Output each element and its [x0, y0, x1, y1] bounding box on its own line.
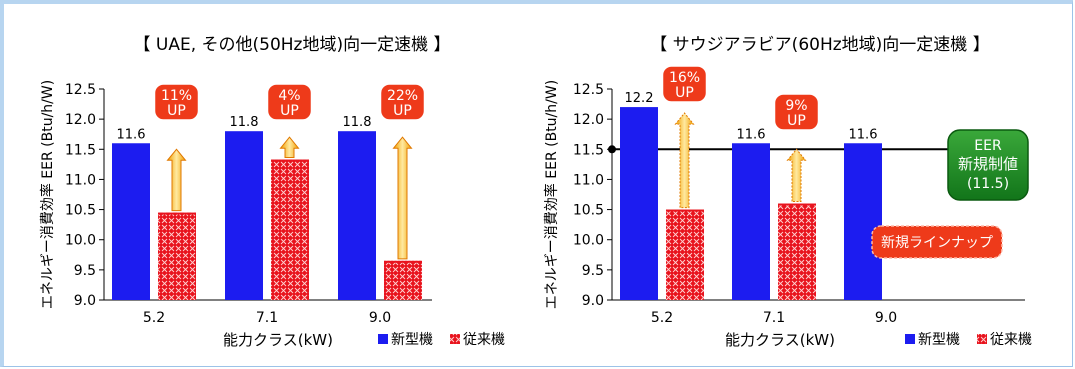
y-tick-label: 12.5 [65, 82, 96, 98]
y-tick-label: 9.5 [582, 263, 604, 279]
improvement-up: UP [787, 113, 806, 129]
improvement-percent: 9% [785, 98, 807, 114]
y-tick-label: 10.0 [573, 233, 604, 249]
bar-value-label: 12.2 [625, 91, 654, 106]
improvement-badge [153, 83, 200, 121]
chart-panel-50hz: 【 UAE, その他(50Hz地域)向一定速機 】エネルギー消費効率 EER (… [39, 35, 505, 349]
improvement-badge [266, 83, 313, 121]
legend-label-old-model: 従来機 [990, 332, 1032, 348]
legend-label-new-model: 新型機 [391, 332, 433, 348]
y-tick-label: 11.5 [573, 142, 604, 158]
y-tick-label: 11.0 [573, 172, 604, 188]
regulation-callout-line1: EER [974, 138, 1002, 154]
improvement-percent: 16% [669, 70, 700, 86]
improvement-percent: 22% [387, 88, 418, 104]
improvement-percent: 4% [278, 88, 300, 104]
y-tick-label: 12.5 [573, 82, 604, 98]
legend-label-new-model: 新型機 [918, 332, 960, 348]
x-tick-label: 9.0 [369, 310, 391, 326]
bar-new-model [112, 143, 150, 300]
bar-value-label: 11.6 [117, 127, 146, 142]
y-tick-label: 12.0 [573, 112, 604, 128]
x-axis-label: 能力クラス(kW) [725, 331, 835, 349]
improvement-up: UP [393, 103, 412, 119]
y-tick-label: 9.0 [582, 293, 604, 309]
x-tick-label: 5.2 [143, 310, 165, 326]
bar-old-model [778, 203, 816, 300]
y-tick-label: 11.0 [65, 172, 96, 188]
improvement-arrow [279, 136, 300, 159]
y-tick-label: 9.0 [74, 293, 96, 309]
bar-old-model [666, 209, 704, 300]
improvement-badge [379, 83, 426, 121]
reference-line-dot [608, 145, 616, 154]
improvement-badge [773, 93, 820, 131]
improvement-arrow [166, 148, 187, 212]
chart-panel-60hz: 【 サウジアラビア(60Hz地域)向一定速機 】エネルギー消費効率 EER (B… [543, 35, 1032, 349]
legend-swatch-old-model [977, 334, 987, 344]
bar-new-model [844, 143, 882, 300]
y-tick-label: 10.0 [65, 233, 96, 249]
x-tick-label: 7.1 [763, 310, 785, 326]
x-axis-label: 能力クラス(kW) [223, 331, 333, 349]
improvement-arrow [392, 136, 413, 260]
bar-old-model-top [384, 260, 422, 263]
improvement-badge [661, 65, 708, 103]
improvement-up: UP [280, 103, 299, 119]
legend-swatch-old-model [450, 334, 460, 344]
new-lineup-callout [871, 225, 1003, 259]
new-lineup-text: 新規ラインナップ [881, 235, 993, 251]
y-axis-label: エネルギー消費効率 EER (Btu/h/W) [543, 80, 560, 309]
bar-old-model [271, 159, 309, 300]
bar-old-model-top [666, 209, 704, 212]
y-tick-label: 9.5 [74, 263, 96, 279]
bar-value-label: 11.8 [230, 115, 259, 130]
bar-old-model-top [158, 212, 196, 215]
bar-value-label: 11.6 [849, 127, 878, 142]
y-tick-label: 10.5 [573, 203, 604, 219]
improvement-up: UP [167, 103, 186, 119]
bar-new-model [732, 143, 770, 300]
bar-old-model-top [271, 159, 309, 162]
bar-new-model [338, 131, 376, 300]
x-tick-label: 7.1 [256, 310, 278, 326]
legend-swatch-new-model [378, 334, 388, 344]
y-axis-label: エネルギー消費効率 EER (Btu/h/W) [39, 80, 56, 309]
legend-swatch-new-model [905, 334, 915, 344]
y-tick-label: 11.5 [65, 142, 96, 158]
improvement-percent: 11% [161, 88, 192, 104]
y-tick-label: 10.5 [65, 203, 96, 219]
bar-new-model [225, 131, 263, 300]
chart-title: 【 サウジアラビア(60Hz地域)向一定速機 】 [650, 35, 989, 55]
regulation-callout [947, 129, 1029, 201]
y-tick-label: 12.0 [65, 112, 96, 128]
bar-old-model [158, 212, 196, 300]
legend-label-old-model: 従来機 [463, 332, 505, 348]
improvement-arrow [786, 148, 807, 203]
bar-new-model [620, 107, 658, 300]
bar-old-model [384, 260, 422, 300]
chart-title: 【 UAE, その他(50Hz地域)向一定速機 】 [133, 35, 450, 55]
bar-value-label: 11.6 [737, 127, 766, 142]
x-tick-label: 5.2 [651, 310, 673, 326]
improvement-arrow [674, 112, 695, 209]
regulation-callout-line3: (11.5) [967, 176, 1009, 192]
regulation-callout-line2: 新規制値 [958, 155, 1018, 173]
bar-value-label: 11.8 [343, 115, 372, 130]
x-tick-label: 9.0 [875, 310, 897, 326]
bar-old-model-top [778, 203, 816, 206]
improvement-up: UP [675, 85, 694, 101]
